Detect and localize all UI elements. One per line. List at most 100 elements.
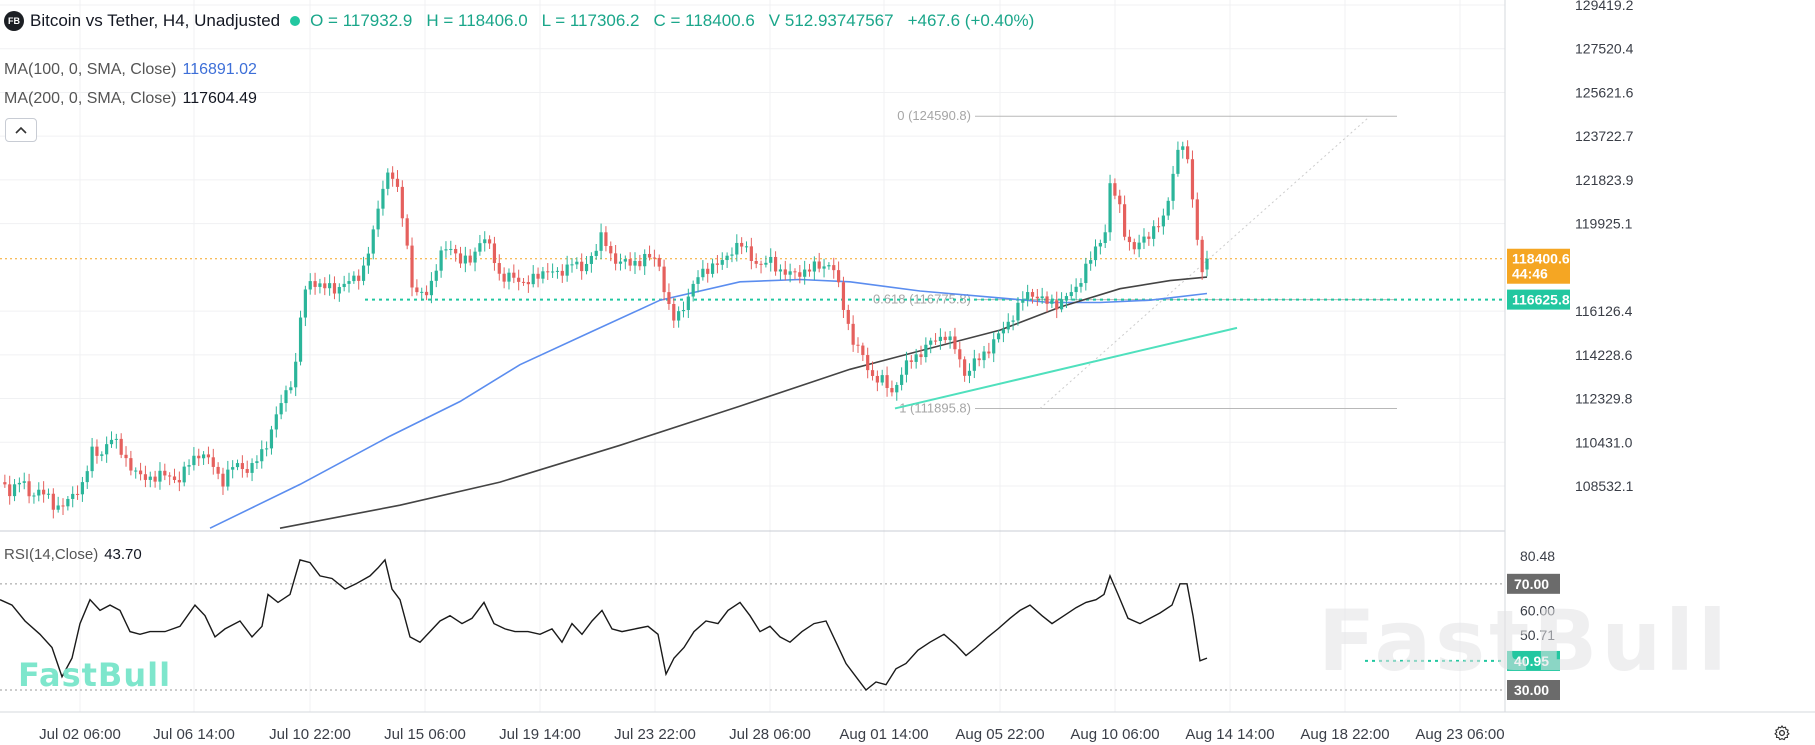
- candle-body[interactable]: [231, 467, 235, 470]
- candle-body[interactable]: [182, 466, 186, 483]
- candle-body[interactable]: [487, 239, 492, 244]
- candle-body[interactable]: [725, 255, 729, 261]
- candle-body[interactable]: [798, 272, 802, 277]
- candle-body[interactable]: [1122, 204, 1127, 237]
- candle-body[interactable]: [376, 208, 380, 230]
- candle-body[interactable]: [1055, 300, 1059, 310]
- candle-body[interactable]: [1147, 236, 1151, 239]
- candle-body[interactable]: [1011, 320, 1015, 322]
- candle-body[interactable]: [1152, 226, 1156, 239]
- candle-body[interactable]: [667, 292, 671, 305]
- candle-body[interactable]: [1137, 242, 1141, 250]
- candle-body[interactable]: [720, 260, 724, 265]
- candle-body[interactable]: [420, 291, 424, 293]
- candle-body[interactable]: [32, 495, 36, 497]
- candle-body[interactable]: [706, 268, 710, 274]
- candle-body[interactable]: [129, 458, 133, 471]
- candle-body[interactable]: [37, 489, 41, 496]
- candle-body[interactable]: [769, 256, 773, 263]
- candle-body[interactable]: [75, 493, 80, 495]
- candle-body[interactable]: [662, 266, 666, 293]
- candle-body[interactable]: [201, 454, 206, 459]
- candle-body[interactable]: [822, 266, 826, 269]
- candle-body[interactable]: [1127, 236, 1132, 243]
- candle-body[interactable]: [158, 470, 162, 482]
- candle-body[interactable]: [793, 271, 797, 273]
- candle-body[interactable]: [134, 470, 138, 472]
- candle-body[interactable]: [454, 248, 458, 254]
- candle-body[interactable]: [51, 493, 55, 510]
- candle-body[interactable]: [1045, 296, 1049, 304]
- candle-body[interactable]: [1064, 296, 1069, 300]
- symbol-title[interactable]: Bitcoin vs Tether, H4, Unadjusted: [30, 11, 281, 30]
- candle-body[interactable]: [740, 242, 744, 247]
- candle-body[interactable]: [366, 253, 371, 266]
- candle-body[interactable]: [153, 476, 157, 482]
- ma200-legend[interactable]: MA(200, 0, SMA, Close) 117604.49: [4, 88, 263, 110]
- candle-body[interactable]: [357, 275, 361, 281]
- candle-body[interactable]: [328, 283, 332, 289]
- candle-body[interactable]: [226, 469, 230, 487]
- candle-body[interactable]: [1069, 292, 1073, 297]
- candle-body[interactable]: [3, 482, 7, 485]
- candle-body[interactable]: [933, 340, 938, 342]
- candle-body[interactable]: [502, 273, 506, 282]
- candle-body[interactable]: [1050, 300, 1054, 304]
- candle-body[interactable]: [458, 253, 463, 264]
- candle-body[interactable]: [570, 264, 574, 266]
- candle-body[interactable]: [497, 263, 501, 274]
- candle-body[interactable]: [870, 370, 875, 376]
- candle-body[interactable]: [832, 265, 836, 271]
- candle-body[interactable]: [105, 444, 109, 455]
- candle-body[interactable]: [977, 358, 981, 361]
- candle-body[interactable]: [710, 263, 715, 274]
- candle-body[interactable]: [1098, 242, 1102, 247]
- candle-body[interactable]: [1108, 183, 1112, 233]
- candle-body[interactable]: [308, 281, 312, 290]
- candle-body[interactable]: [565, 264, 569, 276]
- candle-body[interactable]: [730, 254, 734, 256]
- candle-body[interactable]: [909, 360, 913, 362]
- candle-body[interactable]: [187, 465, 191, 467]
- candle-body[interactable]: [647, 253, 652, 258]
- support-trend-line[interactable]: [894, 326, 1238, 410]
- candle-body[interactable]: [395, 178, 400, 187]
- candle-body[interactable]: [880, 375, 884, 383]
- candle-body[interactable]: [1142, 236, 1146, 243]
- candle-body[interactable]: [250, 463, 254, 473]
- candle-body[interactable]: [492, 243, 497, 264]
- candle-body[interactable]: [555, 270, 560, 272]
- candle-body[interactable]: [235, 463, 240, 468]
- fib-trend-line[interactable]: [1039, 115, 1371, 409]
- candle-body[interactable]: [400, 186, 404, 219]
- candle-body[interactable]: [817, 261, 821, 269]
- candle-body[interactable]: [521, 281, 526, 283]
- candle-body[interactable]: [265, 448, 269, 450]
- candle-body[interactable]: [1161, 215, 1165, 227]
- candle-body[interactable]: [391, 172, 395, 179]
- candle-body[interactable]: [124, 454, 128, 459]
- candle-body[interactable]: [643, 253, 647, 267]
- candle-body[interactable]: [8, 484, 12, 497]
- candle-body[interactable]: [701, 268, 705, 278]
- candle-body[interactable]: [298, 317, 303, 362]
- candle-body[interactable]: [143, 474, 148, 480]
- candle-body[interactable]: [240, 463, 244, 470]
- candle-body[interactable]: [982, 351, 986, 361]
- candle-body[interactable]: [216, 466, 220, 474]
- candle-body[interactable]: [657, 257, 661, 267]
- candle-body[interactable]: [172, 476, 177, 480]
- candle-body[interactable]: [274, 414, 278, 430]
- candle-body[interactable]: [1195, 199, 1199, 240]
- candle-body[interactable]: [715, 263, 720, 265]
- candle-body[interactable]: [996, 333, 1001, 340]
- candle-body[interactable]: [1132, 242, 1136, 250]
- candle-body[interactable]: [904, 360, 909, 375]
- candle-body[interactable]: [71, 493, 75, 499]
- candle-body[interactable]: [109, 439, 114, 445]
- candle-body[interactable]: [114, 438, 118, 440]
- candle-body[interactable]: [686, 296, 690, 311]
- candle-body[interactable]: [332, 283, 337, 294]
- candle-body[interactable]: [352, 275, 356, 282]
